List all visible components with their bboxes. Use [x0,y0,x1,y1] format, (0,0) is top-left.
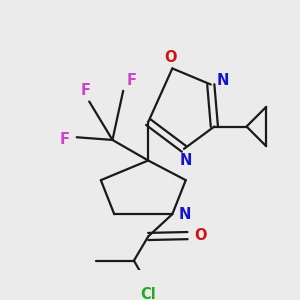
Text: F: F [81,83,91,98]
Text: Cl: Cl [140,287,156,300]
Text: O: O [194,228,206,243]
Text: F: F [127,73,137,88]
Text: N: N [180,153,192,168]
Text: N: N [179,207,191,222]
Text: F: F [59,131,69,146]
Text: N: N [217,74,230,88]
Text: O: O [164,50,177,65]
